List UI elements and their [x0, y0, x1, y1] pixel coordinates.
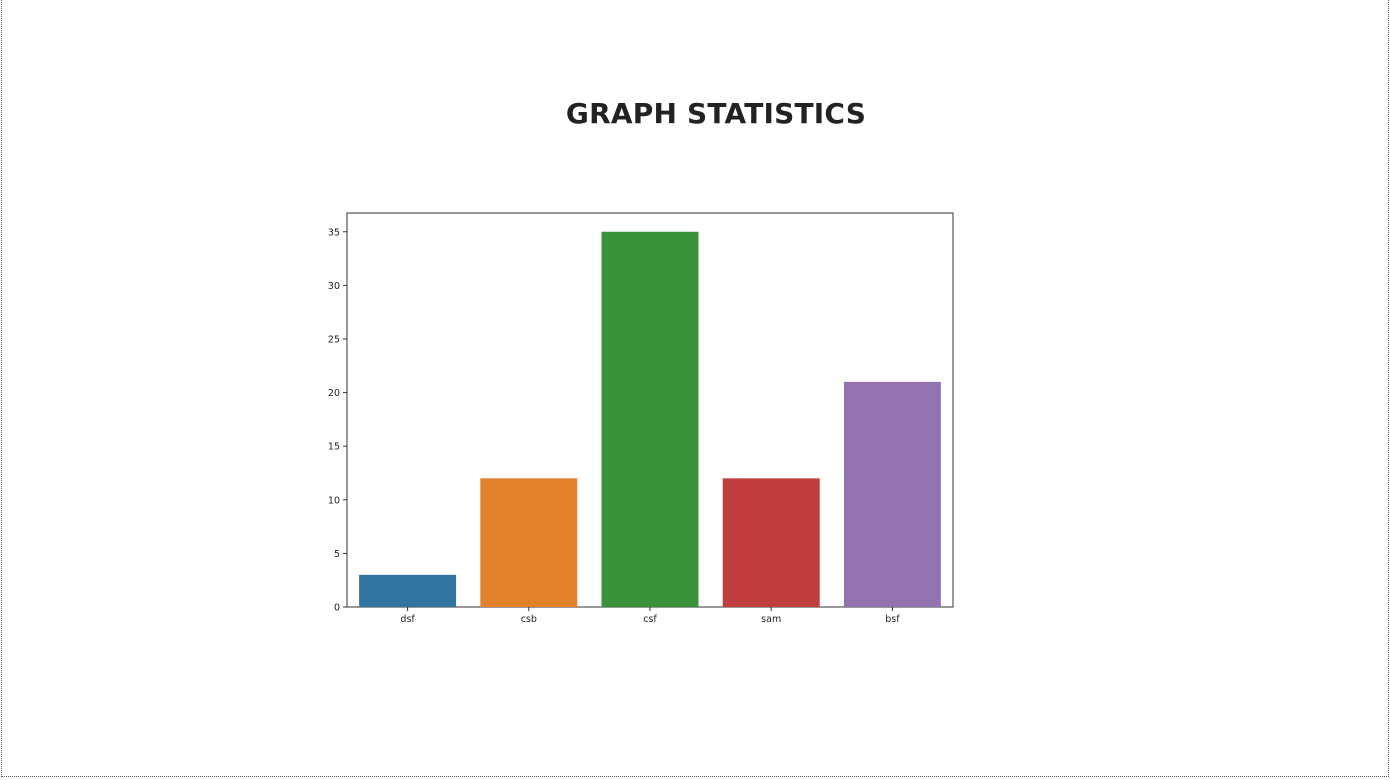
bar-dsf	[359, 574, 457, 607]
y-tick-label: 35	[328, 227, 340, 238]
bar-csf	[601, 231, 699, 607]
x-axis: dsf csb csf sam bsf	[400, 607, 900, 625]
y-tick-label: 0	[334, 603, 340, 614]
bar-csb	[480, 478, 578, 607]
page-title: GRAPH STATISTICS	[565, 97, 867, 130]
x-tick-label: csb	[521, 614, 537, 625]
x-tick-label: dsf	[400, 614, 415, 625]
y-axis: 0 5 10 15 20 25 30 35	[328, 227, 347, 614]
y-tick-label: 15	[328, 442, 340, 453]
y-tick-label: 25	[328, 334, 340, 345]
x-tick-label: sam	[761, 614, 781, 625]
bars	[359, 231, 941, 607]
y-tick-label: 30	[328, 281, 340, 292]
y-tick-label: 20	[328, 388, 340, 399]
y-tick-label: 10	[328, 495, 340, 506]
x-tick-label: csf	[643, 614, 657, 625]
bar-chart: 0 5 10 15 20 25 30 35 dsf csb csf sam bsf	[328, 212, 954, 625]
x-tick-label: bsf	[885, 614, 900, 625]
y-tick-label: 5	[334, 549, 340, 560]
bar-sam	[722, 478, 820, 607]
bar-bsf	[843, 381, 941, 607]
